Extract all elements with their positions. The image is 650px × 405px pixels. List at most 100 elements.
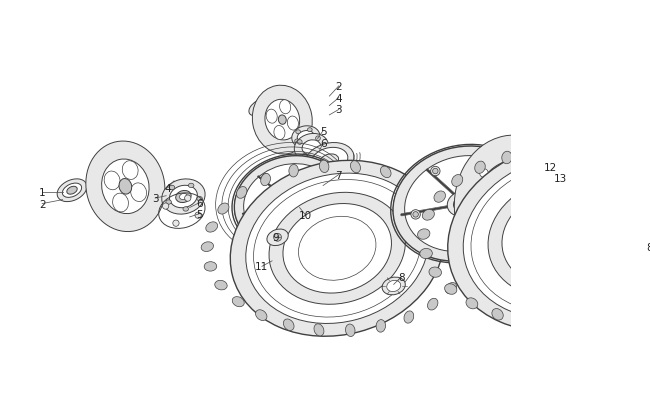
Text: 13: 13 — [553, 173, 567, 183]
Text: 7: 7 — [335, 170, 342, 180]
Ellipse shape — [628, 250, 643, 262]
Ellipse shape — [276, 191, 304, 214]
Ellipse shape — [445, 283, 456, 294]
Ellipse shape — [593, 148, 604, 160]
Text: 4: 4 — [164, 183, 171, 194]
Text: 6: 6 — [320, 139, 326, 149]
Ellipse shape — [445, 284, 457, 294]
Ellipse shape — [319, 161, 329, 173]
Ellipse shape — [166, 200, 172, 205]
Circle shape — [307, 173, 315, 180]
Ellipse shape — [314, 136, 318, 140]
Circle shape — [326, 208, 330, 213]
Ellipse shape — [179, 194, 187, 200]
Circle shape — [480, 169, 488, 178]
Circle shape — [250, 210, 257, 217]
Ellipse shape — [623, 247, 648, 266]
Ellipse shape — [283, 204, 391, 293]
Ellipse shape — [265, 100, 300, 141]
Circle shape — [481, 231, 486, 236]
Ellipse shape — [197, 197, 202, 201]
Ellipse shape — [62, 183, 82, 198]
Ellipse shape — [404, 311, 414, 323]
Circle shape — [263, 176, 268, 181]
Circle shape — [316, 136, 320, 141]
Circle shape — [504, 213, 514, 222]
Ellipse shape — [458, 226, 470, 235]
Circle shape — [162, 203, 169, 210]
Ellipse shape — [278, 116, 286, 125]
Ellipse shape — [457, 265, 469, 275]
Text: 12: 12 — [544, 162, 557, 172]
Ellipse shape — [246, 174, 428, 324]
Ellipse shape — [280, 100, 291, 115]
Ellipse shape — [454, 216, 491, 244]
Circle shape — [469, 219, 474, 224]
Ellipse shape — [417, 229, 430, 240]
Ellipse shape — [282, 196, 298, 209]
Ellipse shape — [476, 160, 563, 263]
Ellipse shape — [122, 161, 138, 180]
Circle shape — [252, 211, 256, 216]
Ellipse shape — [261, 174, 270, 186]
Ellipse shape — [306, 143, 311, 147]
Text: 10: 10 — [299, 211, 313, 221]
Circle shape — [558, 221, 567, 229]
Circle shape — [185, 196, 191, 202]
Ellipse shape — [104, 172, 120, 190]
Ellipse shape — [346, 324, 355, 337]
Text: 3: 3 — [335, 105, 342, 115]
Ellipse shape — [434, 192, 445, 203]
Circle shape — [288, 230, 296, 238]
Circle shape — [296, 212, 300, 217]
Circle shape — [458, 241, 464, 246]
Ellipse shape — [289, 165, 298, 177]
Ellipse shape — [447, 191, 478, 217]
Ellipse shape — [176, 191, 191, 203]
Ellipse shape — [562, 145, 573, 157]
Ellipse shape — [232, 297, 244, 307]
Circle shape — [514, 145, 523, 153]
Ellipse shape — [67, 187, 77, 195]
Ellipse shape — [393, 147, 532, 262]
Ellipse shape — [613, 311, 623, 324]
Ellipse shape — [420, 249, 432, 259]
Ellipse shape — [583, 317, 593, 329]
Ellipse shape — [234, 156, 346, 249]
Text: 11: 11 — [255, 262, 268, 272]
Text: 5: 5 — [196, 209, 202, 219]
Circle shape — [459, 232, 465, 238]
Circle shape — [549, 168, 558, 177]
Text: 6: 6 — [196, 198, 202, 208]
Ellipse shape — [201, 242, 213, 252]
Circle shape — [488, 168, 498, 178]
Ellipse shape — [447, 207, 460, 217]
Ellipse shape — [266, 110, 277, 124]
Ellipse shape — [492, 309, 503, 320]
Ellipse shape — [461, 245, 473, 255]
Ellipse shape — [244, 164, 337, 241]
Text: 3: 3 — [152, 194, 159, 204]
Ellipse shape — [448, 144, 650, 332]
Ellipse shape — [162, 179, 205, 215]
Circle shape — [413, 212, 419, 217]
Ellipse shape — [283, 319, 294, 330]
Ellipse shape — [188, 184, 194, 188]
Circle shape — [490, 171, 496, 176]
Ellipse shape — [274, 126, 285, 140]
Ellipse shape — [376, 320, 385, 333]
Ellipse shape — [292, 126, 320, 149]
Ellipse shape — [422, 210, 434, 221]
Circle shape — [471, 222, 480, 231]
Ellipse shape — [647, 166, 650, 177]
Ellipse shape — [297, 131, 315, 144]
Ellipse shape — [311, 148, 348, 174]
Circle shape — [456, 239, 466, 248]
Ellipse shape — [502, 188, 623, 287]
Ellipse shape — [474, 162, 486, 174]
Circle shape — [298, 140, 302, 145]
Ellipse shape — [404, 156, 521, 252]
Ellipse shape — [640, 301, 650, 314]
Ellipse shape — [294, 140, 300, 143]
Ellipse shape — [214, 281, 227, 290]
